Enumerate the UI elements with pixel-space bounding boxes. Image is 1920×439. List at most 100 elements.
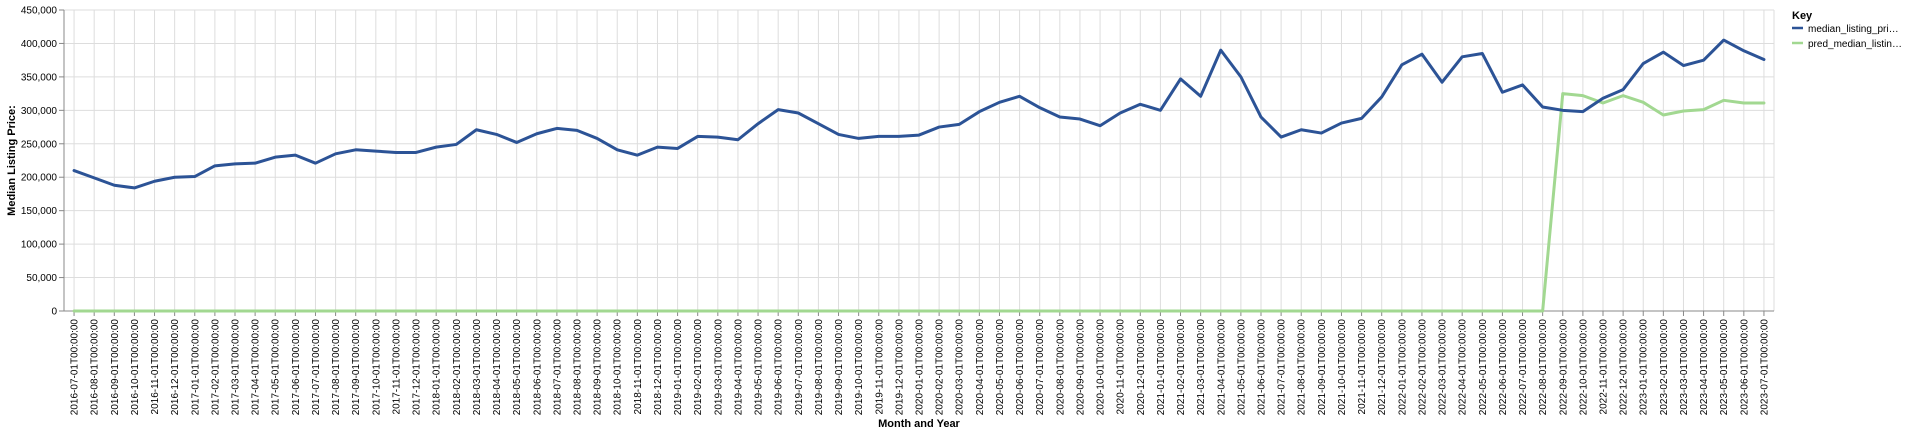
y-tick-label: 150,000: [21, 206, 58, 217]
x-tick-label: 2022-09-01T00:00:00: [1558, 319, 1569, 416]
x-tick-label: 2017-02-01T00:00:00: [210, 319, 221, 416]
x-tick-label: 2019-11-01T00:00:00: [874, 319, 885, 415]
x-tick-label: 2017-05-01T00:00:00: [271, 319, 282, 416]
legend: Key median_listing_pri… pred_median_listi…: [1792, 10, 1902, 50]
x-tick-label: 2018-06-01T00:00:00: [532, 319, 543, 416]
y-tick-label: 50,000: [26, 273, 57, 284]
x-tick-label: 2016-10-01T00:00:00: [130, 319, 141, 416]
x-tick-label: 2020-08-01T00:00:00: [1055, 319, 1066, 416]
y-tick-label: 200,000: [21, 173, 58, 184]
x-tick-label: 2018-09-01T00:00:00: [593, 319, 604, 416]
x-tick-label: 2016-12-01T00:00:00: [170, 319, 181, 416]
x-tick-label: 2023-04-01T00:00:00: [1699, 319, 1710, 416]
x-tick-label: 2020-10-01T00:00:00: [1096, 319, 1107, 416]
x-tick-label: 2017-06-01T00:00:00: [291, 319, 302, 416]
x-tick-label: 2017-11-01T00:00:00: [391, 319, 402, 415]
x-tick-label: 2021-06-01T00:00:00: [1257, 319, 1268, 416]
legend-label: median_listing_pri…: [1808, 24, 1899, 35]
x-tick-label: 2017-03-01T00:00:00: [231, 319, 242, 416]
x-tick-label: 2016-09-01T00:00:00: [110, 319, 121, 416]
x-tick-label: 2019-09-01T00:00:00: [834, 319, 845, 416]
x-tick-label: 2022-11-01T00:00:00: [1599, 319, 1610, 415]
x-tick-label: 2019-02-01T00:00:00: [693, 319, 704, 416]
y-tick-label: 400,000: [21, 39, 58, 50]
x-tick-label: 2022-03-01T00:00:00: [1438, 319, 1449, 416]
x-tick-label: 2019-06-01T00:00:00: [774, 319, 785, 416]
x-tick-label: 2016-11-01T00:00:00: [150, 319, 161, 415]
x-tick-label: 2017-08-01T00:00:00: [331, 319, 342, 416]
x-tick-label: 2020-06-01T00:00:00: [1015, 319, 1026, 416]
x-tick-label: 2019-01-01T00:00:00: [673, 319, 684, 416]
y-tick-label: 350,000: [21, 72, 58, 83]
x-tick-label: 2018-03-01T00:00:00: [472, 319, 483, 416]
x-tick-label: 2022-05-01T00:00:00: [1478, 319, 1489, 416]
y-tick-label: 0: [51, 307, 57, 318]
x-tick-label: 2020-09-01T00:00:00: [1075, 319, 1086, 416]
y-tick-label: 300,000: [21, 106, 58, 117]
x-tick-label: 2020-03-01T00:00:00: [955, 319, 966, 416]
x-tick-label: 2017-10-01T00:00:00: [371, 319, 382, 416]
x-tick-label: 2022-12-01T00:00:00: [1619, 319, 1630, 416]
x-tick-label: 2021-09-01T00:00:00: [1317, 319, 1328, 416]
x-tick-label: 2022-01-01T00:00:00: [1397, 319, 1408, 416]
x-tick-label: 2023-03-01T00:00:00: [1679, 319, 1690, 416]
x-tick-label: 2020-04-01T00:00:00: [975, 319, 986, 416]
y-axis-title: Median Listing Price:: [6, 105, 18, 216]
x-tick-label: 2019-12-01T00:00:00: [894, 319, 905, 416]
x-tick-label: 2018-08-01T00:00:00: [573, 319, 584, 416]
y-tick-label: 250,000: [21, 139, 58, 150]
x-tick-label: 2018-04-01T00:00:00: [492, 319, 503, 416]
x-tick-label: 2022-04-01T00:00:00: [1458, 319, 1469, 416]
x-tick-label: 2020-02-01T00:00:00: [935, 319, 946, 416]
x-tick-label: 2021-10-01T00:00:00: [1337, 319, 1348, 416]
y-tick-label: 100,000: [21, 240, 58, 251]
x-tick-label: 2020-05-01T00:00:00: [995, 319, 1006, 416]
x-tick-label: 2017-07-01T00:00:00: [311, 319, 322, 416]
x-tick-label: 2018-01-01T00:00:00: [432, 319, 443, 416]
series-line-1: [72, 92, 1766, 313]
x-tick-label: 2020-11-01T00:00:00: [1116, 319, 1127, 415]
x-tick-label: 2017-01-01T00:00:00: [190, 319, 201, 416]
x-tick-label: 2019-07-01T00:00:00: [794, 319, 805, 416]
gridlines: [64, 9, 1775, 312]
series-line-0: [72, 38, 1766, 190]
x-tick-label: 2019-08-01T00:00:00: [814, 319, 825, 416]
x-tick-label: 2021-03-01T00:00:00: [1196, 319, 1207, 416]
legend-label: pred_median_listin…: [1808, 39, 1902, 50]
x-tick-label: 2018-05-01T00:00:00: [512, 319, 523, 416]
x-tick-label: 2018-07-01T00:00:00: [552, 319, 563, 416]
x-axis-title: Month and Year: [878, 418, 960, 430]
x-tick-label: 2023-02-01T00:00:00: [1659, 319, 1670, 416]
x-tick-label: 2016-07-01T00:00:00: [70, 319, 81, 416]
x-tick-label: 2023-07-01T00:00:00: [1759, 319, 1770, 416]
x-tick-label: 2022-08-01T00:00:00: [1538, 319, 1549, 416]
x-tick-label: 2023-06-01T00:00:00: [1739, 319, 1750, 416]
x-tick-label: 2021-04-01T00:00:00: [1216, 319, 1227, 416]
x-tick-label: 2017-04-01T00:00:00: [251, 319, 262, 416]
x-tick-label: 2022-02-01T00:00:00: [1417, 319, 1428, 416]
x-tick-label: 2022-07-01T00:00:00: [1518, 319, 1529, 416]
x-tick-label: 2018-02-01T00:00:00: [452, 319, 463, 416]
x-tick-label: 2023-05-01T00:00:00: [1719, 319, 1730, 416]
x-tick-label: 2021-08-01T00:00:00: [1297, 319, 1308, 416]
x-tick-label: 2018-11-01T00:00:00: [633, 319, 644, 415]
x-tick-label: 2022-06-01T00:00:00: [1498, 319, 1509, 416]
x-tick-label: 2021-12-01T00:00:00: [1377, 319, 1388, 416]
x-tick-label: 2021-02-01T00:00:00: [1176, 319, 1187, 416]
x-tick-label: 2021-05-01T00:00:00: [1236, 319, 1247, 416]
y-tick-label: 450,000: [21, 6, 58, 17]
x-tick-label: 2020-07-01T00:00:00: [1035, 319, 1046, 416]
x-tick-label: 2016-08-01T00:00:00: [90, 319, 101, 416]
x-tick-label: 2019-10-01T00:00:00: [854, 319, 865, 416]
x-tick-label: 2021-11-01T00:00:00: [1357, 319, 1368, 415]
x-tick-label: 2020-01-01T00:00:00: [915, 319, 926, 416]
x-tick-label: 2021-01-01T00:00:00: [1156, 319, 1167, 416]
x-tick-label: 2019-03-01T00:00:00: [713, 319, 724, 416]
x-tick-label: 2019-04-01T00:00:00: [733, 319, 744, 416]
x-tick-label: 2018-10-01T00:00:00: [613, 319, 624, 416]
x-tick-label: 2023-01-01T00:00:00: [1639, 319, 1650, 416]
legend-title: Key: [1792, 10, 1813, 22]
series-lines: [72, 38, 1766, 313]
